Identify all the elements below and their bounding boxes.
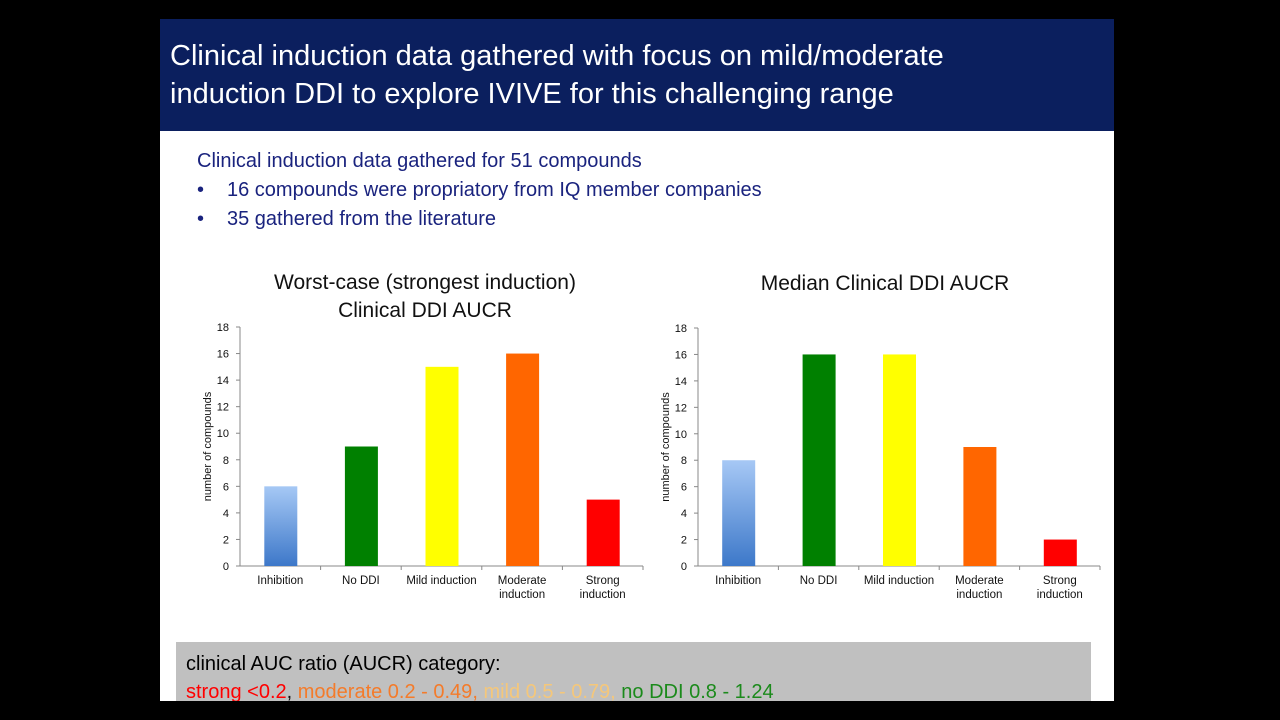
legend-item: mild 0.5 - 0.79: [483, 681, 611, 701]
y-tick-label: 16: [217, 349, 229, 361]
x-tick-label: Strong induction: [1037, 575, 1083, 601]
chart-title-line: Median Clinical DDI AUCR: [760, 272, 1010, 295]
bar: [883, 354, 916, 566]
legend-item: no DDI 0.8 - 1.24: [621, 681, 774, 701]
bar: [586, 499, 620, 566]
x-tick-label: Mild induction: [864, 575, 934, 587]
chart-2-title: Median Clinical DDI AUCR: [680, 270, 1090, 298]
y-tick-label: 16: [675, 349, 687, 361]
bar: [344, 446, 378, 566]
y-tick-label: 2: [223, 534, 229, 546]
bullet-text: 16 compounds were propriatory from IQ me…: [227, 179, 762, 201]
y-axis-label: number of compounds: [202, 391, 214, 501]
bar: [722, 460, 756, 566]
bar: [1043, 539, 1077, 566]
legend-item: moderate 0.2 - 0.49: [297, 681, 473, 701]
y-tick-label: 0: [223, 561, 229, 573]
x-tick-label: Mild induction: [406, 575, 476, 587]
y-tick-label: 4: [681, 508, 687, 520]
bar: [802, 354, 836, 566]
y-tick-label: 14: [675, 376, 687, 388]
intro-text: Clinical induction data gathered for 51 …: [197, 147, 762, 234]
y-tick-label: 14: [217, 375, 229, 387]
title-line-1: Clinical induction data gathered with fo…: [170, 40, 944, 72]
y-tick-label: 18: [675, 323, 687, 335]
y-tick-label: 0: [681, 561, 687, 573]
legend-items: strong <0.2, moderate 0.2 - 0.49, mild 0…: [186, 681, 774, 701]
bar: [963, 447, 997, 566]
y-tick-label: 8: [223, 455, 229, 467]
x-tick-label: Strong induction: [580, 575, 626, 601]
legend-item: strong <0.2: [186, 681, 287, 701]
x-tick-label: Moderate induction: [498, 575, 547, 601]
chart-title-line: Clinical DDI AUCR: [338, 299, 512, 322]
charts: 0 2 4 6 8 10 12 14 16 18 Inhibition No DDI Mild indu…: [202, 322, 1101, 601]
chart-1-title: Worst-case (strongest induction) Clinica…: [220, 269, 630, 325]
y-tick-label: 12: [217, 402, 229, 414]
x-tick-label: Inhibition: [715, 575, 761, 587]
aucr-legend: clinical AUC ratio (AUCR) category: stro…: [176, 642, 1091, 701]
y-tick-label: 10: [217, 428, 229, 440]
slide-title: Clinical induction data gathered with fo…: [160, 19, 1114, 131]
y-tick-label: 4: [223, 508, 229, 520]
x-tick-label: Moderate induction: [955, 575, 1004, 601]
y-tick-label: 8: [681, 455, 687, 467]
slide: Clinical induction data gathered with fo…: [160, 19, 1114, 701]
chart-title-line: Worst-case (strongest induction): [274, 271, 576, 294]
y-tick-label: 2: [681, 535, 687, 547]
y-tick-label: 6: [681, 482, 687, 494]
legend-title: clinical AUC ratio (AUCR) category:: [186, 653, 501, 675]
bar: [264, 486, 298, 566]
x-tick-label: No DDI: [800, 575, 838, 587]
x-tick-label: No DDI: [342, 575, 380, 587]
y-tick-label: 18: [217, 322, 229, 334]
title-line-2: induction DDI to explore IVIVE for this …: [170, 78, 894, 110]
y-axis-label: number of compounds: [660, 392, 672, 502]
y-tick-label: 6: [223, 481, 229, 493]
y-tick-label: 10: [675, 429, 687, 441]
bullet-item: • 16 compounds were propriatory from IQ m…: [197, 179, 762, 201]
bar: [425, 366, 459, 566]
bullet-item: • 35 gathered from the literature: [197, 208, 497, 230]
intro-lead: Clinical induction data gathered for 51 …: [197, 150, 642, 172]
y-tick-label: 12: [675, 402, 687, 414]
x-tick-label: Inhibition: [257, 575, 303, 587]
bullet-text: 35 gathered from the literature: [227, 208, 497, 230]
bar: [506, 353, 540, 566]
